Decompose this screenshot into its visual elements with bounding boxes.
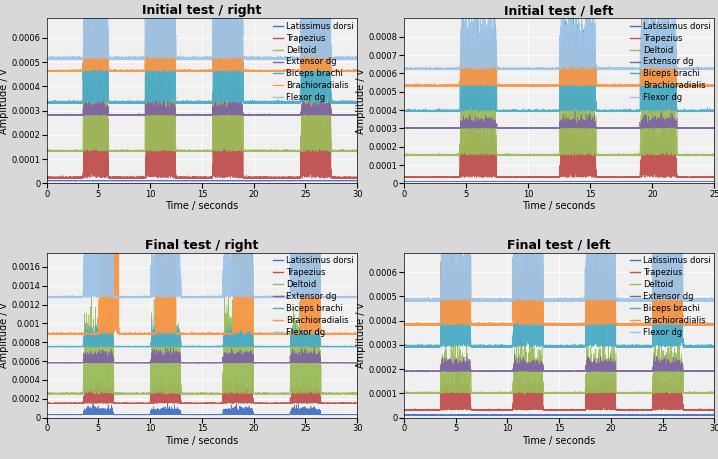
Title: Initial test / right: Initial test / right: [142, 4, 261, 17]
Title: Final test / right: Final test / right: [145, 239, 258, 252]
Legend: Latissimus dorsi, Trapezius, Deltoid, Extensor dg, Biceps brachi, Brachioradiali: Latissimus dorsi, Trapezius, Deltoid, Ex…: [271, 254, 355, 338]
Legend: Latissimus dorsi, Trapezius, Deltoid, Extensor dg, Biceps brachi, Brachioradiali: Latissimus dorsi, Trapezius, Deltoid, Ex…: [271, 20, 355, 104]
Y-axis label: Amplitude / v: Amplitude / v: [356, 68, 365, 134]
Legend: Latissimus dorsi, Trapezius, Deltoid, Extensor dg, Biceps brachi, Brachioradiali: Latissimus dorsi, Trapezius, Deltoid, Ex…: [628, 254, 713, 338]
X-axis label: Time / seconds: Time / seconds: [165, 202, 238, 212]
Y-axis label: Amplitude / v: Amplitude / v: [356, 302, 365, 368]
Legend: Latissimus dorsi, Trapezius, Deltoid, Extensor dg, Biceps brachi, Brachioradiali: Latissimus dorsi, Trapezius, Deltoid, Ex…: [628, 20, 713, 104]
Title: Initial test / left: Initial test / left: [504, 4, 614, 17]
Y-axis label: Amplitude / v: Amplitude / v: [0, 302, 9, 368]
Y-axis label: Amplitude / v: Amplitude / v: [0, 68, 9, 134]
X-axis label: Time / seconds: Time / seconds: [523, 202, 596, 212]
X-axis label: Time / seconds: Time / seconds: [523, 436, 596, 446]
X-axis label: Time / seconds: Time / seconds: [165, 436, 238, 446]
Title: Final test / left: Final test / left: [508, 239, 611, 252]
